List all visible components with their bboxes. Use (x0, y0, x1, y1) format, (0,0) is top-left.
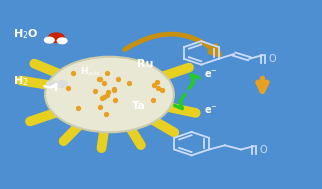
Circle shape (57, 38, 67, 44)
Text: Ta: Ta (131, 101, 146, 111)
Text: e$^{-}$: e$^{-}$ (204, 105, 218, 116)
Text: e$^{-}$: e$^{-}$ (204, 69, 218, 80)
Text: H$_{ads}$: H$_{ads}$ (80, 66, 100, 78)
Circle shape (56, 81, 67, 88)
Text: Ru: Ru (137, 59, 153, 69)
Text: H$_2$O: H$_2$O (13, 27, 38, 41)
Circle shape (48, 33, 64, 43)
Text: O: O (260, 145, 267, 155)
Circle shape (44, 37, 54, 43)
Text: O: O (269, 54, 276, 64)
Circle shape (45, 57, 174, 132)
Text: H$_2$: H$_2$ (13, 74, 28, 88)
Circle shape (47, 81, 58, 88)
